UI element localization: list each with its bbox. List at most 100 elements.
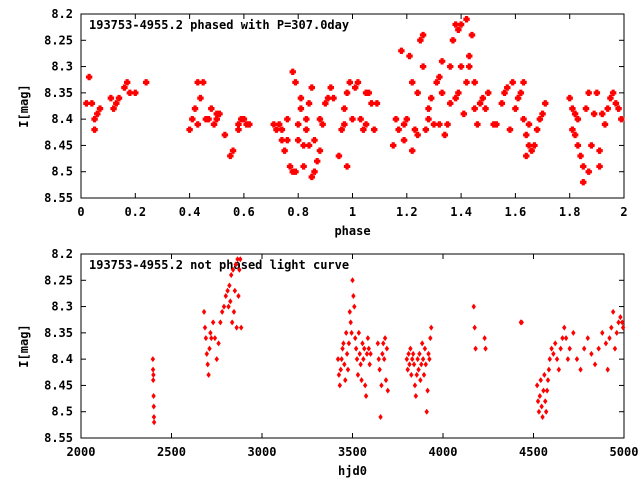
data-point (400, 121, 408, 128)
data-point (237, 266, 242, 273)
data-point (554, 356, 560, 363)
data-point (427, 356, 432, 363)
data-point (205, 115, 212, 123)
data-point (324, 94, 332, 102)
data-point (612, 100, 620, 107)
data-point (409, 371, 414, 378)
data-point (221, 131, 229, 139)
x-tick-label: 5000 (610, 445, 639, 459)
data-point (537, 392, 543, 399)
data-point (416, 366, 421, 373)
data-point (483, 345, 488, 352)
data-point (230, 266, 236, 273)
data-point (520, 79, 527, 86)
data-point (543, 408, 549, 415)
data-point (201, 308, 207, 315)
data-point (501, 89, 508, 97)
data-point (305, 142, 313, 149)
data-point (585, 89, 592, 97)
data-point (358, 361, 363, 368)
data-point (463, 79, 470, 86)
data-point (409, 147, 416, 154)
x-tick-label: 1 (349, 205, 356, 219)
data-point (347, 308, 352, 315)
data-point (132, 89, 139, 97)
data-point (88, 100, 96, 107)
data-point (284, 115, 291, 123)
data-point (536, 115, 544, 123)
data-point (207, 345, 212, 352)
y-tick-label: 8.35 (44, 326, 73, 340)
data-point (406, 350, 411, 357)
data-point (472, 324, 477, 331)
data-point (471, 105, 478, 112)
data-point (535, 398, 541, 405)
data-point (316, 115, 324, 123)
x-tick-label: 3500 (338, 445, 367, 459)
data-point (308, 173, 315, 181)
data-point (225, 287, 230, 294)
data-point (371, 126, 378, 133)
data-point (563, 335, 569, 342)
data-point (376, 356, 381, 363)
data-point (379, 382, 384, 389)
data-point (229, 319, 235, 326)
data-point (233, 261, 238, 268)
data-point (206, 371, 211, 378)
unphased-y-axis-label: I[mag] (17, 324, 31, 367)
data-point (364, 350, 370, 357)
data-point (316, 147, 324, 154)
y-tick-label: 8.45 (44, 378, 73, 392)
data-point (378, 413, 383, 420)
data-point (619, 319, 625, 326)
data-point (412, 382, 418, 389)
data-point (373, 100, 381, 107)
data-point (616, 319, 621, 326)
data-point (571, 110, 579, 118)
data-point (466, 63, 473, 70)
data-point (596, 147, 603, 154)
data-point (542, 100, 549, 107)
data-point (419, 63, 427, 70)
data-point (558, 345, 563, 352)
data-point (506, 126, 514, 133)
data-point (295, 121, 302, 128)
data-point (609, 89, 617, 97)
data-point (322, 100, 329, 107)
data-point (123, 79, 131, 86)
data-point (270, 121, 277, 128)
data-point (541, 387, 546, 394)
data-point (436, 73, 443, 81)
unphased-x-axis-label: hjd0 (338, 464, 367, 478)
data-point (335, 152, 343, 160)
data-point (384, 345, 390, 352)
data-point (615, 105, 622, 112)
data-point (523, 152, 530, 160)
data-point (405, 366, 410, 373)
data-point (485, 89, 492, 97)
data-point (202, 324, 208, 331)
data-point (212, 335, 218, 342)
data-point (216, 110, 223, 118)
data-point (343, 163, 351, 170)
data-point (113, 100, 120, 107)
data-point (409, 79, 416, 86)
y-tick-label: 8.2 (51, 7, 73, 21)
data-point (151, 419, 157, 426)
data-point (574, 115, 582, 123)
data-point (528, 147, 535, 154)
data-point (414, 131, 421, 139)
data-point (540, 413, 545, 420)
data-point (423, 361, 429, 368)
data-point (404, 356, 409, 363)
data-point (609, 324, 614, 331)
data-point (538, 377, 543, 384)
data-point (577, 152, 584, 160)
data-point (365, 89, 372, 97)
data-point (596, 163, 603, 170)
data-point (560, 335, 565, 342)
data-point (362, 121, 370, 128)
data-point (235, 256, 240, 263)
data-point (422, 126, 430, 133)
y-tick-label: 8.3 (51, 300, 73, 314)
